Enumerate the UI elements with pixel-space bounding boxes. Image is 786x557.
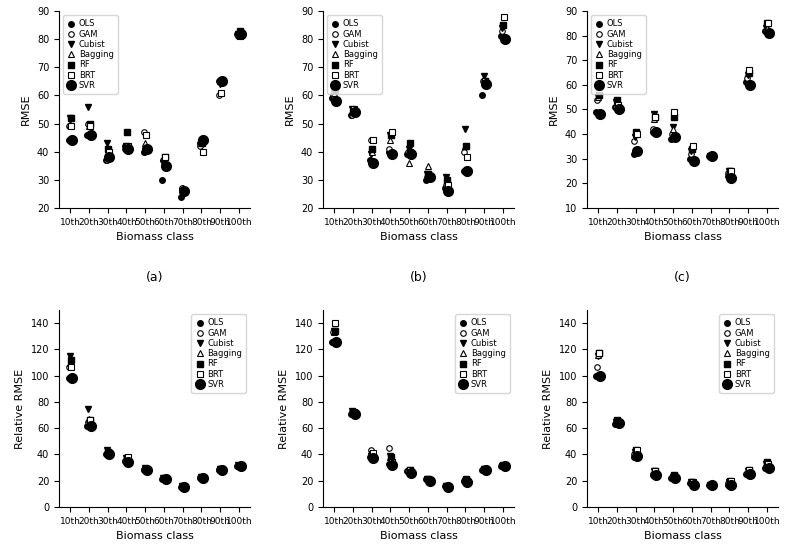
- Legend: OLS, GAM, Cubist, Bagging, RF, BRT, SVR: OLS, GAM, Cubist, Bagging, RF, BRT, SVR: [719, 314, 774, 393]
- Legend: OLS, GAM, Cubist, Bagging, RF, BRT, SVR: OLS, GAM, Cubist, Bagging, RF, BRT, SVR: [455, 314, 510, 393]
- Text: (c): (c): [674, 271, 691, 284]
- X-axis label: Biomass class: Biomass class: [380, 531, 457, 541]
- Y-axis label: RMSE: RMSE: [21, 94, 31, 125]
- X-axis label: Biomass class: Biomass class: [644, 232, 722, 242]
- X-axis label: Biomass class: Biomass class: [380, 232, 457, 242]
- X-axis label: Biomass class: Biomass class: [116, 232, 193, 242]
- Y-axis label: RMSE: RMSE: [549, 94, 559, 125]
- Legend: OLS, GAM, Cubist, Bagging, RF, BRT, SVR: OLS, GAM, Cubist, Bagging, RF, BRT, SVR: [63, 15, 118, 94]
- Text: (a): (a): [146, 271, 163, 284]
- Y-axis label: Relative RMSE: Relative RMSE: [279, 368, 289, 448]
- X-axis label: Biomass class: Biomass class: [644, 531, 722, 541]
- Y-axis label: RMSE: RMSE: [285, 94, 296, 125]
- X-axis label: Biomass class: Biomass class: [116, 531, 193, 541]
- Legend: OLS, GAM, Cubist, Bagging, RF, BRT, SVR: OLS, GAM, Cubist, Bagging, RF, BRT, SVR: [191, 314, 246, 393]
- Y-axis label: Relative RMSE: Relative RMSE: [543, 368, 553, 448]
- Legend: OLS, GAM, Cubist, Bagging, RF, BRT, SVR: OLS, GAM, Cubist, Bagging, RF, BRT, SVR: [327, 15, 382, 94]
- Y-axis label: Relative RMSE: Relative RMSE: [15, 368, 25, 448]
- Text: (b): (b): [410, 271, 428, 284]
- Legend: OLS, GAM, Cubist, Bagging, RF, BRT, SVR: OLS, GAM, Cubist, Bagging, RF, BRT, SVR: [591, 15, 646, 94]
